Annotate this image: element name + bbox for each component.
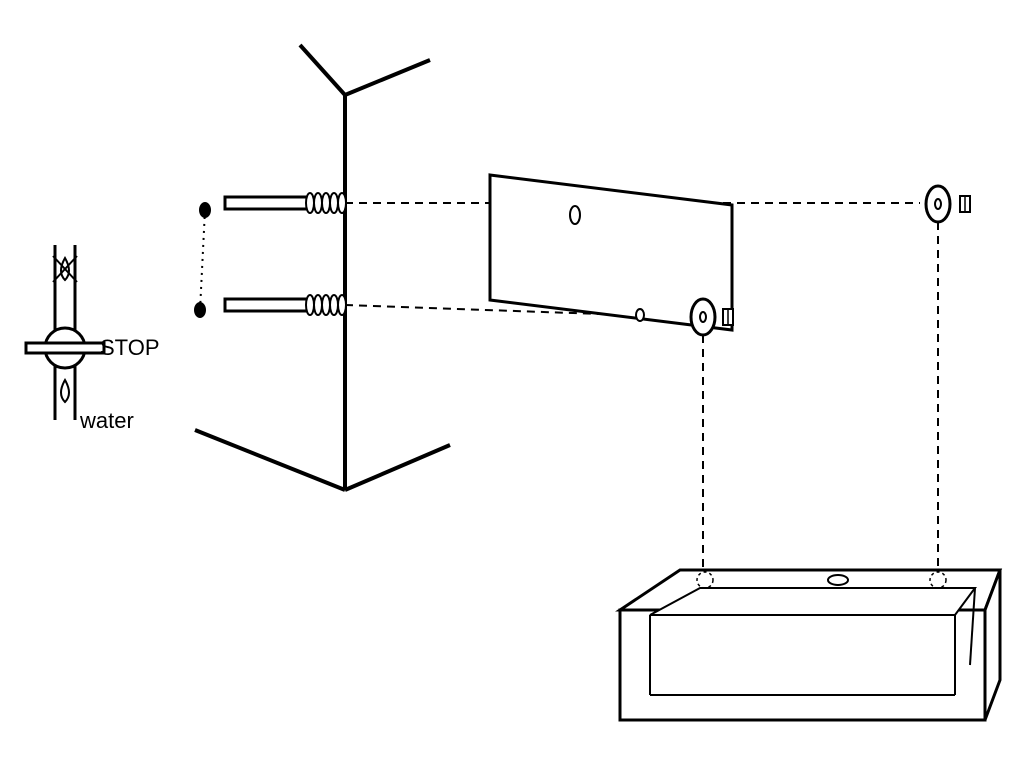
water-label: water bbox=[79, 408, 134, 433]
stop-label: STOP bbox=[100, 335, 160, 360]
installation-diagram: STOP water bbox=[0, 0, 1020, 770]
